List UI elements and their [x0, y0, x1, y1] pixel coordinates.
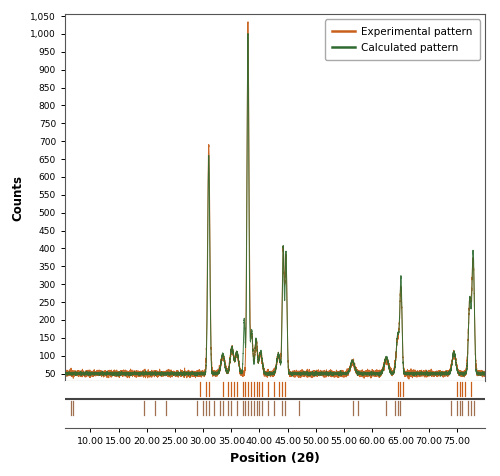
Legend: Experimental pattern, Calculated pattern: Experimental pattern, Calculated pattern	[324, 20, 480, 60]
Y-axis label: Counts: Counts	[12, 175, 24, 220]
X-axis label: Position (2θ): Position (2θ)	[230, 452, 320, 465]
